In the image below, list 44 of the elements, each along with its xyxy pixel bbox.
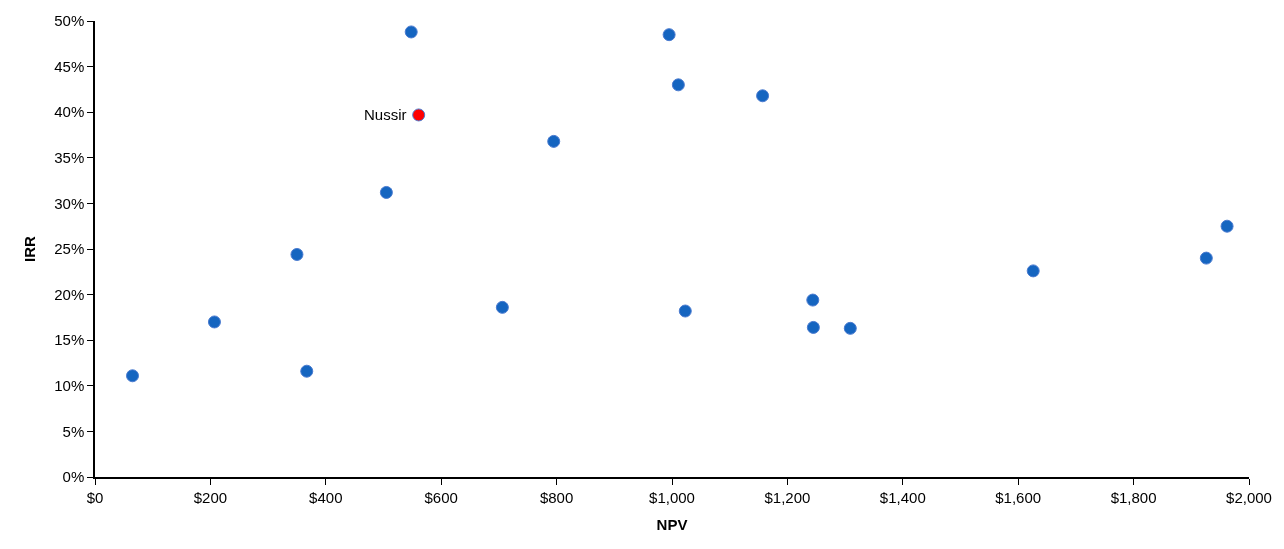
point <box>495 300 509 314</box>
point <box>1220 219 1234 233</box>
x-tick-label: $1,800 <box>1110 488 1157 506</box>
point <box>290 247 304 261</box>
point <box>379 185 393 199</box>
y-tick-label: 45% <box>54 57 85 75</box>
x-tick-label: $800 <box>539 488 574 506</box>
x-tick-label: $600 <box>424 488 458 506</box>
annotation: Nussir <box>364 106 407 123</box>
x-tick-label: $400 <box>309 488 343 506</box>
x-tick-label: $1,600 <box>995 488 1042 506</box>
y-tick-label: 40% <box>54 103 85 121</box>
y-tick-label: 50% <box>54 12 85 30</box>
x-tick-label: $0 <box>86 488 104 506</box>
x-axis-title: NPV <box>656 516 688 534</box>
point <box>1199 251 1213 265</box>
point <box>662 28 676 42</box>
point <box>806 293 820 307</box>
y-tick-label: 35% <box>54 149 85 167</box>
point <box>843 321 857 335</box>
point <box>300 364 314 378</box>
y-tick-label: 20% <box>54 285 85 303</box>
x-tick-label: $200 <box>193 488 228 506</box>
y-axis-title: IRR <box>20 235 38 262</box>
point <box>678 304 692 318</box>
point <box>404 25 418 39</box>
x-tick-label: $1,000 <box>649 488 695 506</box>
y-tick-label: 30% <box>54 194 85 212</box>
point <box>207 315 221 329</box>
y-tick-label: 5% <box>62 422 85 440</box>
x-tick-label: $2,000 <box>1226 488 1272 506</box>
x-tick-label: $1,200 <box>764 488 811 506</box>
point <box>671 78 685 92</box>
point <box>1026 264 1040 278</box>
point <box>547 134 561 148</box>
point <box>756 89 770 103</box>
y-tick-label: 10% <box>54 377 85 395</box>
point <box>412 108 426 122</box>
y-tick-label: 15% <box>54 331 85 349</box>
y-tick-label: 0% <box>62 468 85 486</box>
x-tick-label: $1,400 <box>879 488 926 506</box>
point <box>126 369 139 383</box>
y-tick-label: 25% <box>54 240 85 258</box>
point <box>806 320 820 334</box>
